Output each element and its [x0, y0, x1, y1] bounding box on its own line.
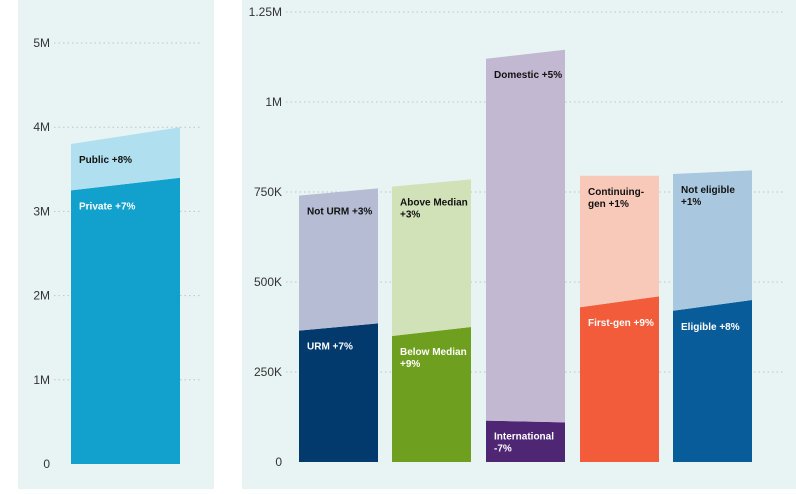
segment-label-first-gen-9: First-gen +9%: [588, 318, 654, 329]
y-tick-label-left-4m: 4M: [33, 120, 50, 134]
bar-segment-domestic-5: [486, 49, 565, 423]
segment-label-continuing-gen-1-line-1: Continuing-: [588, 187, 644, 198]
segment-label-above-median-3-line-2: +3%: [400, 210, 420, 221]
segment-label-below-median-9-line-1: Below Median: [400, 347, 467, 358]
segment-label-below-median-9-line-2: +9%: [400, 359, 420, 370]
segment-label-continuing-gen-1-line-2: gen +1%: [588, 199, 629, 210]
segment-label-private-7: Private +7%: [79, 201, 136, 212]
bar-segment-public-8: [71, 127, 180, 191]
y-tick-label-right-0: 0: [275, 455, 282, 469]
bar-segment-first-gen-9: [580, 296, 659, 462]
segment-label-not-eligible-1-line-2: +1%: [681, 197, 701, 208]
y-tick-label-right-1m: 1M: [265, 95, 282, 109]
segment-label-domestic-5: Domestic +5%: [494, 70, 562, 81]
bar-segment-below-median-9: [392, 327, 471, 462]
bar-segment-international-7: [486, 420, 565, 462]
segment-label-eligible-8: Eligible +8%: [681, 322, 740, 333]
demographics-chart: 0 250K 500K 750K 1M 1.25M URM +7% Not URM +3% Be…: [249, 5, 784, 469]
bar-segment-above-median-3: [392, 179, 471, 336]
segment-label-not-urm-3: Not URM +3%: [307, 207, 372, 218]
segment-label-above-median-3-line-1: Above Median: [400, 198, 468, 209]
y-tick-label-right-500k: 500K: [254, 275, 282, 289]
y-tick-label-right-250k: 250K: [254, 365, 282, 379]
bar-segment-private-7: [71, 177, 180, 464]
y-tick-label-right-750k: 750K: [254, 185, 282, 199]
segment-label-urm-7: URM +7%: [307, 342, 353, 353]
y-tick-label-left-3m: 3M: [33, 204, 50, 218]
y-tick-label-right-1-25m: 1.25M: [249, 5, 282, 19]
institution-type-chart: 0 1M 2M 3M 4M 5M Private +7% Public +8%: [33, 36, 200, 471]
segment-label-not-eligible-1-line-1: Not eligible: [681, 185, 735, 196]
bar-segment-not-urm-3: [299, 188, 378, 331]
y-tick-label-left-1m: 1M: [33, 373, 50, 387]
bar-segment-continuing-gen-1: [580, 175, 659, 308]
y-tick-label-left-0: 0: [43, 457, 50, 471]
y-tick-label-left-5m: 5M: [33, 36, 50, 50]
segment-label-public-8: Public +8%: [79, 155, 132, 166]
segment-label-international-7-line-2: -7%: [494, 444, 512, 455]
bar-segment-eligible-8: [673, 300, 752, 462]
y-tick-label-left-2m: 2M: [33, 289, 50, 303]
segment-label-international-7-line-1: International: [494, 432, 554, 443]
bar-segment-not-eligible-1: [673, 170, 752, 311]
bar-segment-urm-7: [299, 323, 378, 462]
